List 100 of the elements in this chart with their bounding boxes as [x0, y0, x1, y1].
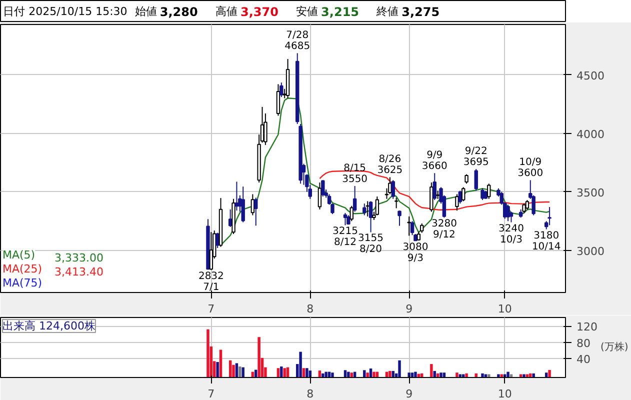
annotation: 7/28 4685	[284, 30, 310, 52]
annotation: 3240 10/3	[498, 223, 524, 246]
candlestick	[487, 183, 491, 200]
candlestick	[461, 186, 466, 202]
candlestick	[254, 197, 258, 226]
candlestick	[455, 194, 459, 212]
candlestick	[343, 212, 348, 226]
candlestick	[362, 203, 366, 216]
bar	[280, 366, 283, 378]
annotation: 3,413.40	[54, 266, 104, 278]
bar	[465, 373, 468, 378]
annotation: 2832 7/1	[198, 271, 224, 294]
annotation: 3280 9/12	[431, 218, 457, 241]
candlestick	[474, 168, 478, 192]
text: 終値 3,275	[376, 5, 440, 19]
x-tick-label: 9	[406, 388, 413, 400]
bar	[388, 370, 392, 378]
x-tick-label: 10	[498, 302, 512, 316]
candlestick	[506, 204, 510, 222]
annotation: 3,333.00	[54, 252, 104, 264]
bar	[299, 352, 302, 378]
candlestick	[350, 205, 354, 222]
candlestick	[394, 197, 398, 209]
candlestick	[318, 182, 322, 210]
x-tick-label: 8	[306, 388, 314, 400]
bar	[206, 329, 210, 378]
bar	[324, 372, 328, 378]
candlestick	[388, 176, 392, 195]
bar	[398, 360, 401, 378]
bar	[481, 373, 484, 378]
chart-title: 日付 2025/10/15 15:30	[3, 5, 128, 18]
annotation: 10/9 3600	[518, 157, 544, 180]
candlestick	[464, 174, 468, 184]
x-tick-label: 7	[208, 302, 215, 316]
candlestick	[548, 206, 552, 226]
candlestick	[522, 203, 526, 214]
bar	[306, 368, 308, 378]
y-tick-label: 120	[576, 320, 598, 334]
bar	[347, 372, 350, 378]
y-tick-label: 3500	[576, 186, 604, 200]
bar	[258, 337, 260, 378]
candlestick	[398, 210, 402, 226]
text: 始値 3,280	[134, 5, 198, 19]
bar	[522, 374, 526, 378]
annotation: 3080 9/3	[402, 242, 428, 264]
bar	[532, 373, 535, 378]
candlestick	[280, 82, 284, 98]
bar	[497, 374, 500, 378]
candlestick	[480, 188, 484, 201]
bar	[238, 366, 242, 378]
annotation: 3180 10/14	[532, 230, 561, 252]
candlestick	[241, 186, 245, 223]
candlestick	[368, 200, 373, 233]
candlestick	[430, 182, 434, 212]
annotation: 9/9 3660	[422, 150, 448, 172]
x-tick-label: 9	[406, 302, 413, 316]
bar	[363, 370, 366, 378]
bar	[242, 367, 244, 378]
chart-title: 出来高 124,600株	[2, 320, 96, 332]
text: 安値 3,215	[296, 5, 360, 19]
candlestick	[420, 222, 424, 234]
x-tick-label: 7	[208, 388, 215, 400]
annotation: 9/22 3695	[463, 146, 489, 168]
candlestick	[276, 84, 280, 116]
bar	[430, 364, 433, 378]
bar	[548, 370, 551, 378]
legend-label: MA(75)	[2, 276, 42, 290]
bar	[232, 364, 235, 378]
candlestick	[525, 200, 530, 210]
candlestick	[375, 196, 380, 216]
bar	[331, 372, 334, 378]
bar	[414, 372, 417, 378]
candlestick	[209, 232, 214, 271]
annotation: 3155 8/20	[358, 233, 384, 256]
y-tick-label: 3000	[576, 244, 604, 258]
bar	[456, 372, 458, 378]
candlestick	[352, 186, 357, 212]
text: MA(5)	[2, 248, 36, 262]
y-tick-label: 4000	[576, 128, 604, 141]
annotation: 8/26 3625	[377, 154, 403, 176]
y-tick-label: 4500	[576, 69, 604, 82]
bar	[283, 368, 286, 378]
bar	[235, 363, 238, 378]
bar	[440, 372, 442, 378]
bar	[322, 373, 324, 378]
text: 高値 3,370	[215, 5, 278, 19]
y-tick-label: 80	[576, 336, 590, 350]
bar	[506, 372, 510, 378]
bar	[372, 372, 376, 378]
bar	[408, 372, 410, 378]
x-tick-label: 10	[498, 388, 512, 400]
text: MA(25)	[2, 262, 42, 276]
candlestick	[216, 232, 220, 249]
annotation: 3215 8/12	[332, 226, 358, 248]
bar	[219, 350, 222, 378]
candlestick	[432, 172, 436, 201]
candlestick	[321, 180, 325, 198]
x-tick-label: 8	[306, 302, 314, 316]
bar	[216, 362, 219, 378]
y-axis-title: (万株)	[600, 341, 628, 353]
